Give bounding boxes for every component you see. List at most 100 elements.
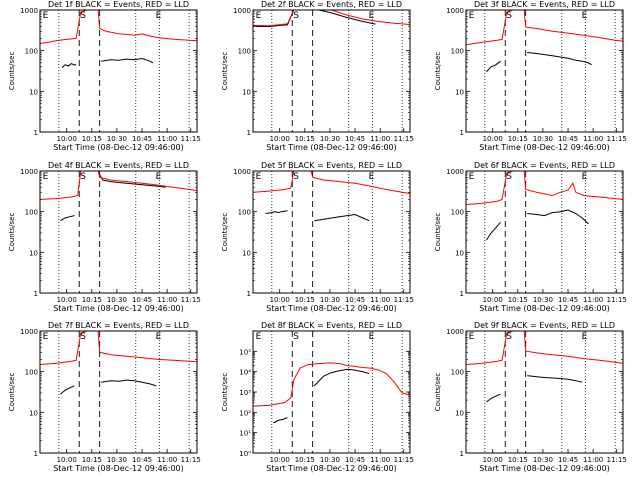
x-tick-label: 10:45 xyxy=(558,135,578,143)
panel-title: Det 8f BLACK = Events, RED = LLD xyxy=(261,321,402,330)
plot-frame xyxy=(39,170,198,294)
plot-frame xyxy=(252,9,411,133)
y-tick-label: 100 xyxy=(25,48,38,56)
lld-series xyxy=(252,9,411,27)
y-tick-label: 1000 xyxy=(20,7,38,15)
x-tick-label: 11:15 xyxy=(607,456,627,464)
lld-series xyxy=(39,170,198,200)
panel-7: Det 7f BLACK = Events, RED = LLD 1 10 100 10… xyxy=(8,321,201,473)
panel-6: Det 6f BLACK = Events, RED = LLD 1 10 100 10… xyxy=(434,161,627,313)
y-axis-label: Counts/sec xyxy=(221,213,229,252)
plot-frame xyxy=(465,170,624,294)
plot-frame xyxy=(39,330,198,454)
x-axis-label: Start Time (08-Dec-12 09:46:00) xyxy=(266,464,397,473)
y-tick-label: 10 xyxy=(455,249,464,257)
event-letter-marker: S xyxy=(293,332,299,342)
event-letter-marker: S xyxy=(80,11,86,21)
x-tick-label: 10:00 xyxy=(270,135,290,143)
lld-series xyxy=(252,362,411,407)
y-axis-label: Counts/sec xyxy=(8,373,16,412)
event-letter-marker: E xyxy=(156,11,162,21)
event-letter-marker: S xyxy=(506,172,512,182)
events-series xyxy=(101,57,154,64)
plot-frame xyxy=(465,330,624,454)
x-axis-label: Start Time (08-Dec-12 09:46:00) xyxy=(53,304,184,313)
x-tick-label: 10:15 xyxy=(295,296,315,304)
lld-series xyxy=(39,330,198,365)
x-tick-label: 10:45 xyxy=(132,456,152,464)
y-axis-label: Counts/sec xyxy=(434,52,442,91)
panel-8: Det 8f BLACK = Events, RED = LLD 10⁰ 10¹ 10… xyxy=(221,321,414,473)
event-letter-marker: E xyxy=(582,332,588,342)
y-tick-label: 1 xyxy=(34,129,38,137)
y-tick-label: 10⁴ xyxy=(239,369,251,377)
y-tick-label: 100 xyxy=(451,209,464,217)
y-tick-label: 10² xyxy=(239,409,251,417)
y-tick-label: 1 xyxy=(460,290,464,298)
event-letter-marker: E xyxy=(256,172,262,182)
x-tick-label: 10:45 xyxy=(132,296,152,304)
y-tick-label: 1 xyxy=(247,290,251,298)
event-letter-marker: E xyxy=(469,11,475,21)
plot-frame xyxy=(252,330,411,454)
x-tick-label: 10:45 xyxy=(345,456,365,464)
lld-series xyxy=(252,170,411,194)
x-tick-label: 11:00 xyxy=(583,456,603,464)
y-axis-label: Counts/sec xyxy=(8,213,16,252)
events-series xyxy=(313,368,370,387)
event-letter-marker: S xyxy=(80,332,86,342)
x-tick-label: 11:15 xyxy=(181,135,201,143)
y-tick-label: 10 xyxy=(29,409,38,417)
x-tick-label: 10:00 xyxy=(57,296,77,304)
panel-title: Det 2f BLACK = Events, RED = LLD xyxy=(261,0,402,9)
x-tick-label: 10:45 xyxy=(345,296,365,304)
x-tick-label: 11:15 xyxy=(394,456,414,464)
x-tick-label: 10:00 xyxy=(483,135,503,143)
y-tick-label: 1000 xyxy=(446,7,464,15)
x-tick-label: 10:15 xyxy=(295,135,315,143)
y-tick-label: 1000 xyxy=(20,168,38,176)
events-series xyxy=(252,9,376,28)
x-tick-label: 10:15 xyxy=(82,296,102,304)
event-letter-marker: E xyxy=(469,172,475,182)
x-tick-label: 10:30 xyxy=(107,296,127,304)
x-tick-label: 10:00 xyxy=(270,456,290,464)
y-tick-label: 10 xyxy=(242,88,251,96)
y-tick-label: 10 xyxy=(29,88,38,96)
x-tick-label: 11:00 xyxy=(157,135,177,143)
event-letter-marker: S xyxy=(293,172,299,182)
y-tick-label: 100 xyxy=(451,48,464,56)
panel-title: Det 5f BLACK = Events, RED = LLD xyxy=(261,161,402,170)
lld-series xyxy=(465,9,624,46)
events-series xyxy=(527,52,592,66)
x-tick-label: 11:00 xyxy=(583,296,603,304)
x-tick-label: 11:00 xyxy=(370,456,390,464)
lld-series xyxy=(465,330,624,365)
x-tick-label: 10:15 xyxy=(508,135,528,143)
x-tick-label: 10:15 xyxy=(82,456,102,464)
x-tick-label: 10:30 xyxy=(533,456,553,464)
events-series xyxy=(101,379,157,387)
x-axis-label: Start Time (08-Dec-12 09:46:00) xyxy=(266,143,397,152)
y-axis-label: Counts/sec xyxy=(434,373,442,412)
panel-1: Det 1f BLACK = Events, RED = LLD 1 10 100 10… xyxy=(8,0,201,152)
event-letter-marker: E xyxy=(582,172,588,182)
x-tick-label: 10:00 xyxy=(270,296,290,304)
x-tick-label: 10:15 xyxy=(295,456,315,464)
y-tick-label: 10¹ xyxy=(239,430,251,438)
panel-4: Det 4f BLACK = Events, RED = LLD 1 10 100 10… xyxy=(8,161,201,313)
x-tick-label: 10:30 xyxy=(320,296,340,304)
event-letter-marker: E xyxy=(43,11,49,21)
x-tick-label: 10:30 xyxy=(320,456,340,464)
y-tick-label: 1000 xyxy=(233,7,251,15)
y-tick-label: 1 xyxy=(460,450,464,458)
panel-title: Det 3f BLACK = Events, RED = LLD xyxy=(474,0,615,9)
events-series xyxy=(485,221,501,241)
x-tick-label: 10:15 xyxy=(508,296,528,304)
events-series xyxy=(527,375,583,383)
panel-title: Det 4f BLACK = Events, RED = LLD xyxy=(48,161,189,170)
events-series xyxy=(486,393,501,403)
events-series xyxy=(99,174,166,188)
event-letter-marker: E xyxy=(256,11,262,21)
plot-frame xyxy=(252,170,411,294)
